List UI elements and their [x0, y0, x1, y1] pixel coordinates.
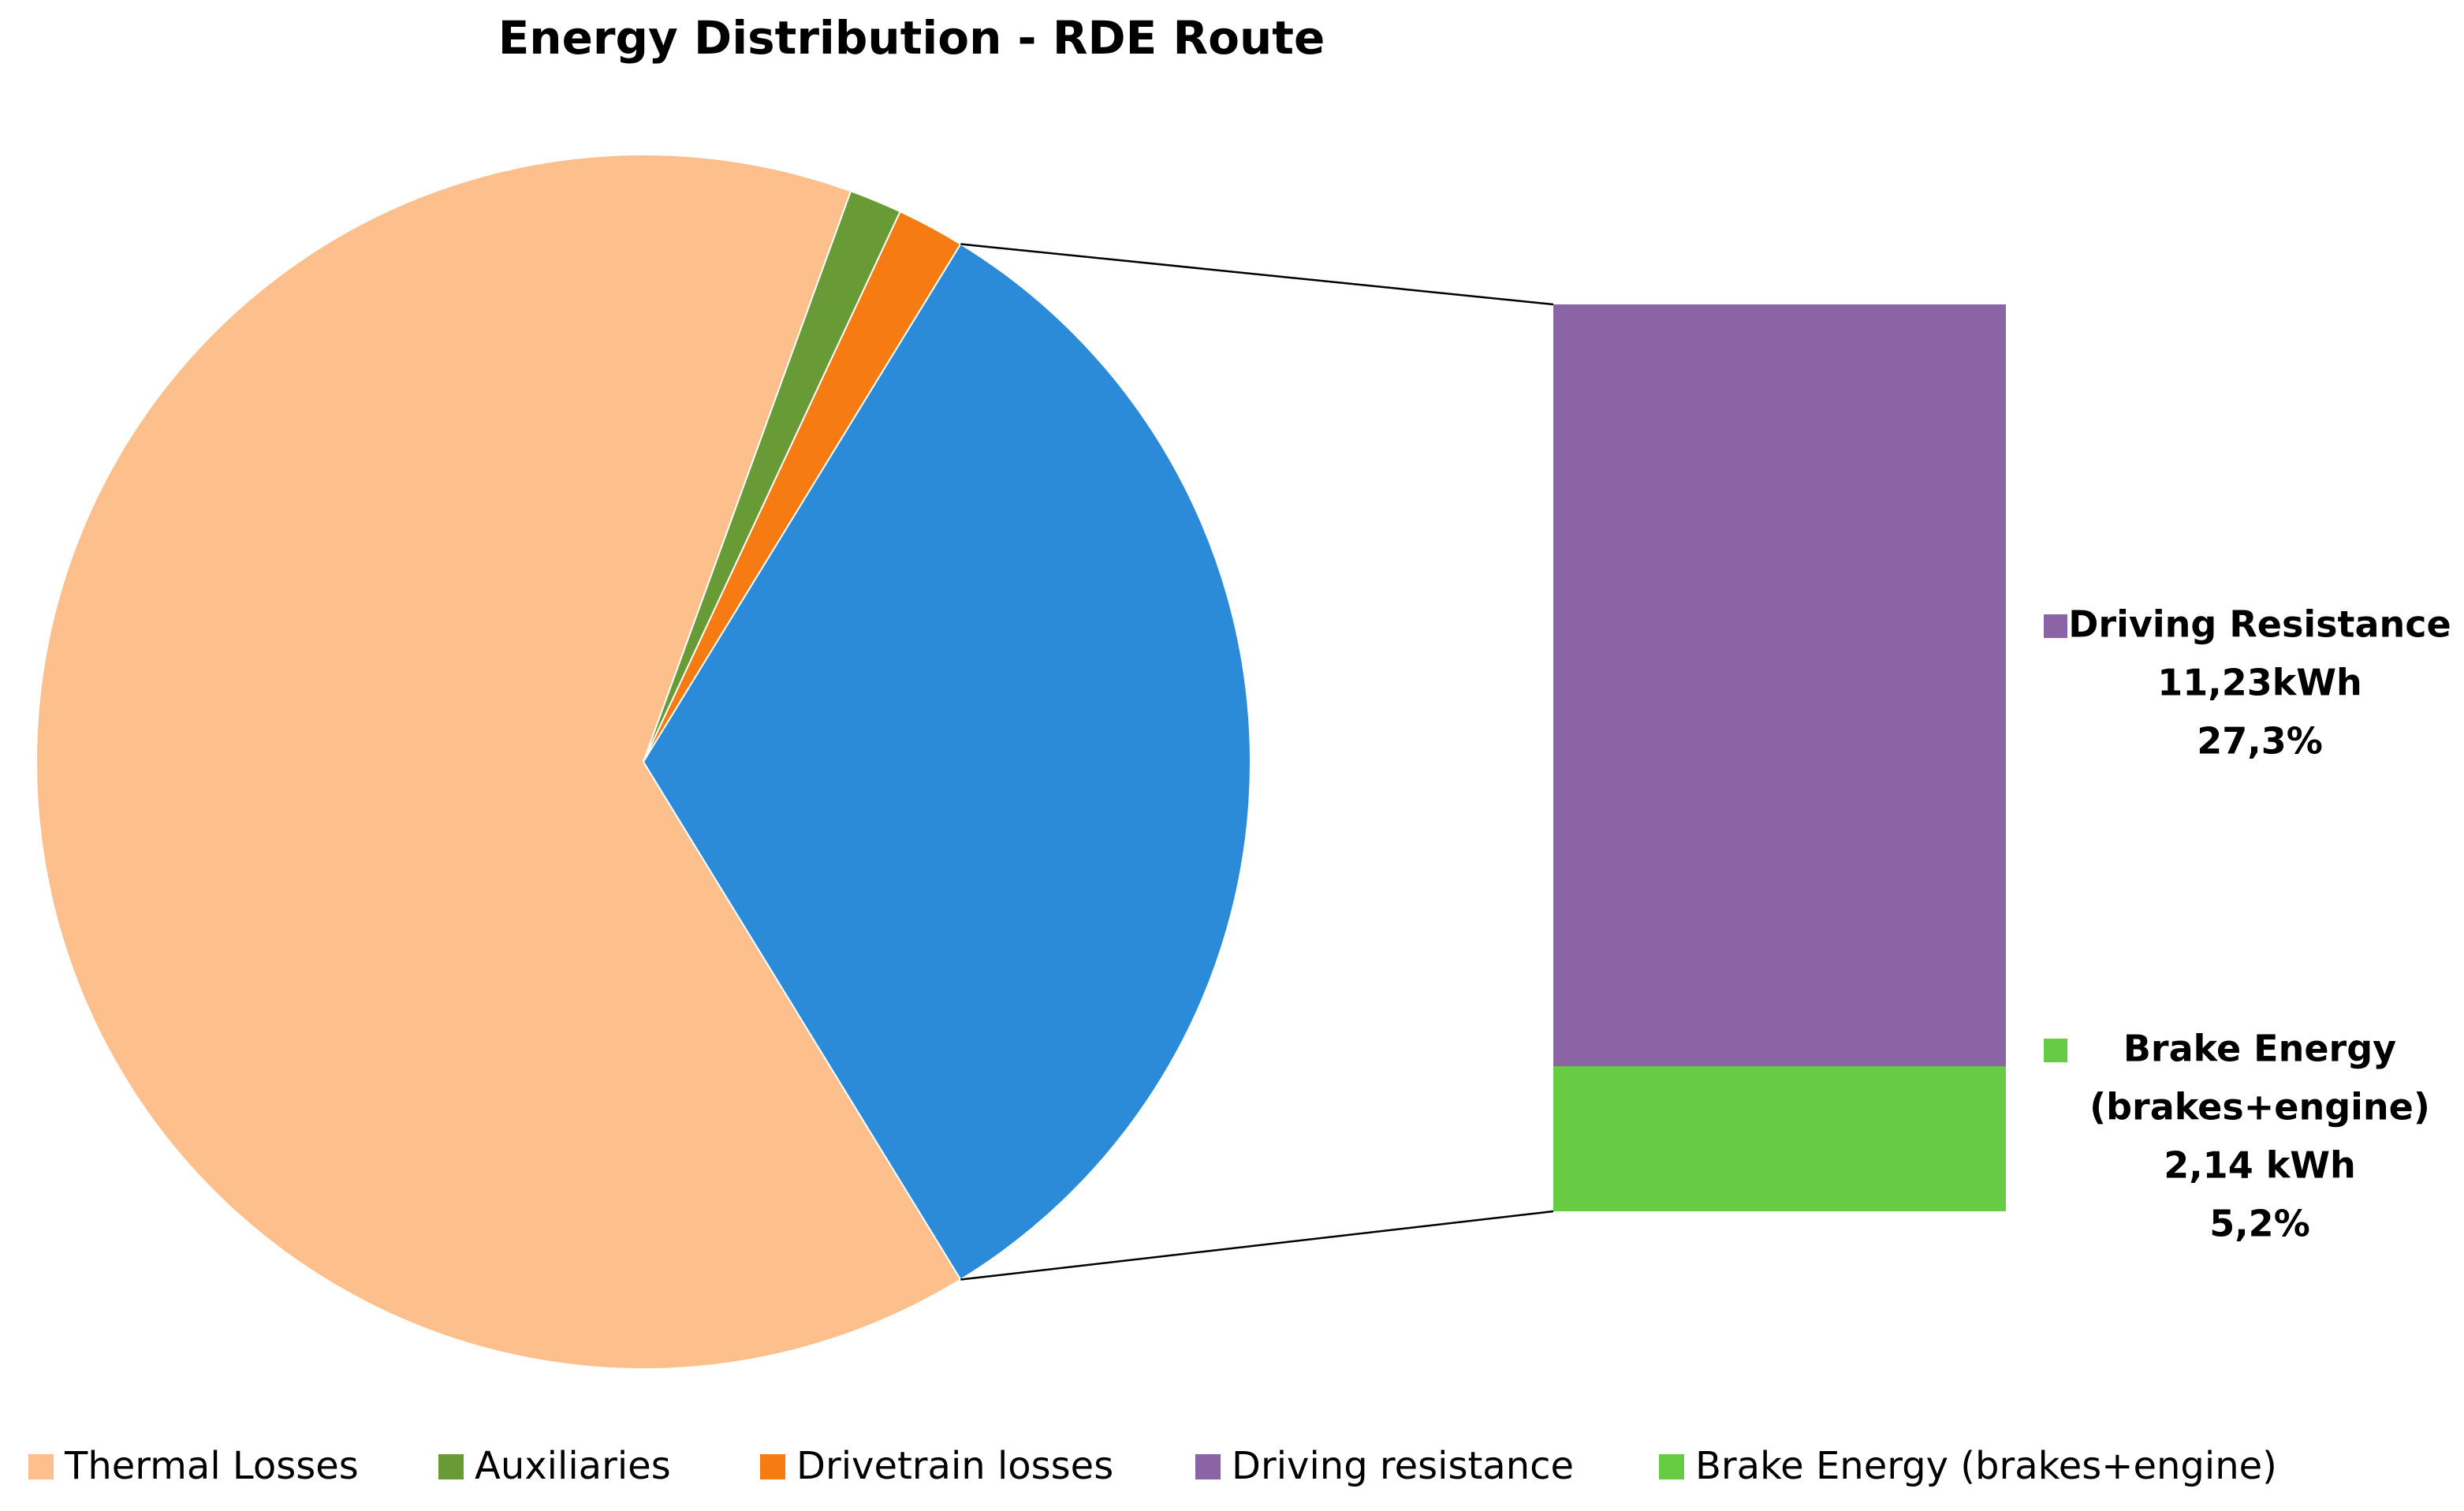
callout-label: 2,14 kWh — [2164, 1144, 2356, 1187]
callout-label: 5,2% — [2209, 1203, 2310, 1245]
connector-line — [960, 1210, 1554, 1281]
legend-marker — [1195, 1454, 1221, 1479]
callout-marker — [2044, 614, 2067, 638]
stack-bar — [1553, 304, 2006, 1066]
legend-marker — [28, 1454, 54, 1479]
legend-label: Drivetrain losses — [796, 1444, 1113, 1488]
chart-title: Energy Distribution - RDE Route — [498, 11, 1325, 65]
legend-marker — [1659, 1454, 1684, 1479]
connector-line — [960, 243, 1554, 306]
legend-label: Auxiliaries — [475, 1444, 671, 1488]
pie-slice — [35, 154, 962, 1370]
callout-label: Brake Energy — [2123, 1028, 2396, 1070]
pie-slice — [642, 243, 1251, 1281]
callout-marker — [2044, 1039, 2067, 1062]
callout-label: 27,3% — [2197, 720, 2323, 763]
callout-label: 11,23kWh — [2157, 662, 2362, 704]
legend-label: Driving resistance — [1232, 1444, 1574, 1488]
legend-label: Brake Energy (brakes+engine) — [1695, 1444, 2277, 1488]
stack-bar — [1553, 1066, 2006, 1211]
callout-label: Driving Resistance — [2068, 603, 2451, 646]
legend-marker — [438, 1454, 464, 1479]
legend-marker — [760, 1454, 785, 1479]
callout-label: (brakes+engine) — [2089, 1086, 2430, 1129]
legend-label: Thermal Losses — [64, 1444, 359, 1488]
